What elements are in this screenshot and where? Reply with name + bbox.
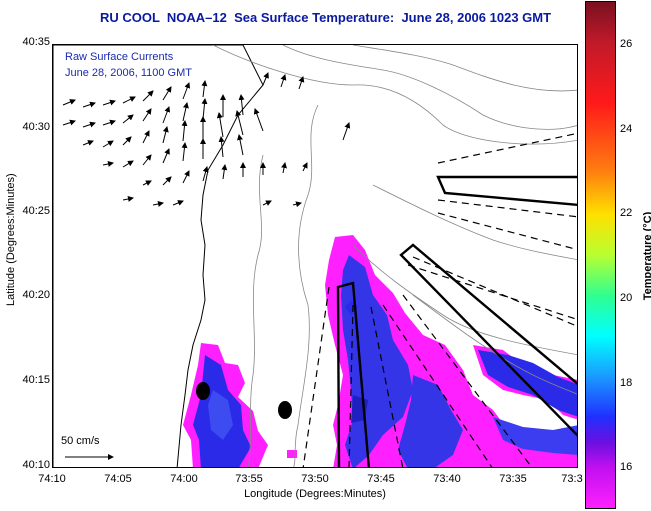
- scale-label: 50 cm/s: [61, 435, 100, 447]
- colorbar-tick: 18: [620, 377, 633, 389]
- black-dot-west: [196, 382, 210, 400]
- xtick-label: 73:35: [499, 473, 527, 485]
- xtick-label: 74:05: [104, 473, 132, 485]
- map-title: RU COOL NOAA–12 Sea Surface Temperature:…: [99, 10, 552, 25]
- ytick-label: 40:10: [22, 459, 50, 471]
- xtick-label: 73:45: [367, 473, 395, 485]
- colorbar-label: Temperature (°C): [642, 211, 651, 301]
- xtick-label: 73:55: [235, 473, 263, 485]
- overlay-currents-label: Raw Surface Currents: [65, 51, 174, 63]
- x-axis-label: Longitude (Degrees:Minutes): [244, 488, 386, 500]
- colorbar-tick: 20: [620, 292, 633, 304]
- ytick-label: 40:20: [22, 289, 50, 301]
- colorbar-tick: 26: [620, 38, 633, 50]
- ytick-label: 40:15: [22, 374, 50, 386]
- coastline: [53, 45, 264, 467]
- sst-patch-coastal: [183, 343, 268, 467]
- ytick-label: 40:35: [22, 36, 50, 48]
- xtick-label: 73:3: [561, 473, 583, 485]
- overlay-currents-time: June 28, 2006, 1100 GMT: [65, 67, 192, 79]
- black-dot-east: [278, 401, 292, 419]
- y-axis-label: Latitude (Degrees:Minutes): [5, 173, 17, 306]
- bathymetry-contours: [212, 45, 577, 467]
- colorbar-tick: 22: [620, 207, 633, 219]
- xtick-label: 74:00: [170, 473, 198, 485]
- map-canvas: [53, 45, 577, 467]
- ytick-label: 40:25: [22, 205, 50, 217]
- current-vectors: [62, 72, 351, 208]
- colorbar-tick: 24: [620, 123, 633, 135]
- temperature-colorbar: [585, 1, 616, 509]
- sst-map-plot: Raw Surface Currents June 28, 2006, 1100…: [52, 44, 578, 468]
- ytick-label: 40:30: [22, 121, 50, 133]
- xtick-label: 74:10: [38, 473, 66, 485]
- colorbar-tick: 16: [620, 461, 633, 473]
- xtick-label: 73:50: [301, 473, 329, 485]
- sst-patch-small-east: [287, 450, 297, 458]
- xtick-label: 73:40: [433, 473, 461, 485]
- wedge-outlines: [336, 175, 577, 467]
